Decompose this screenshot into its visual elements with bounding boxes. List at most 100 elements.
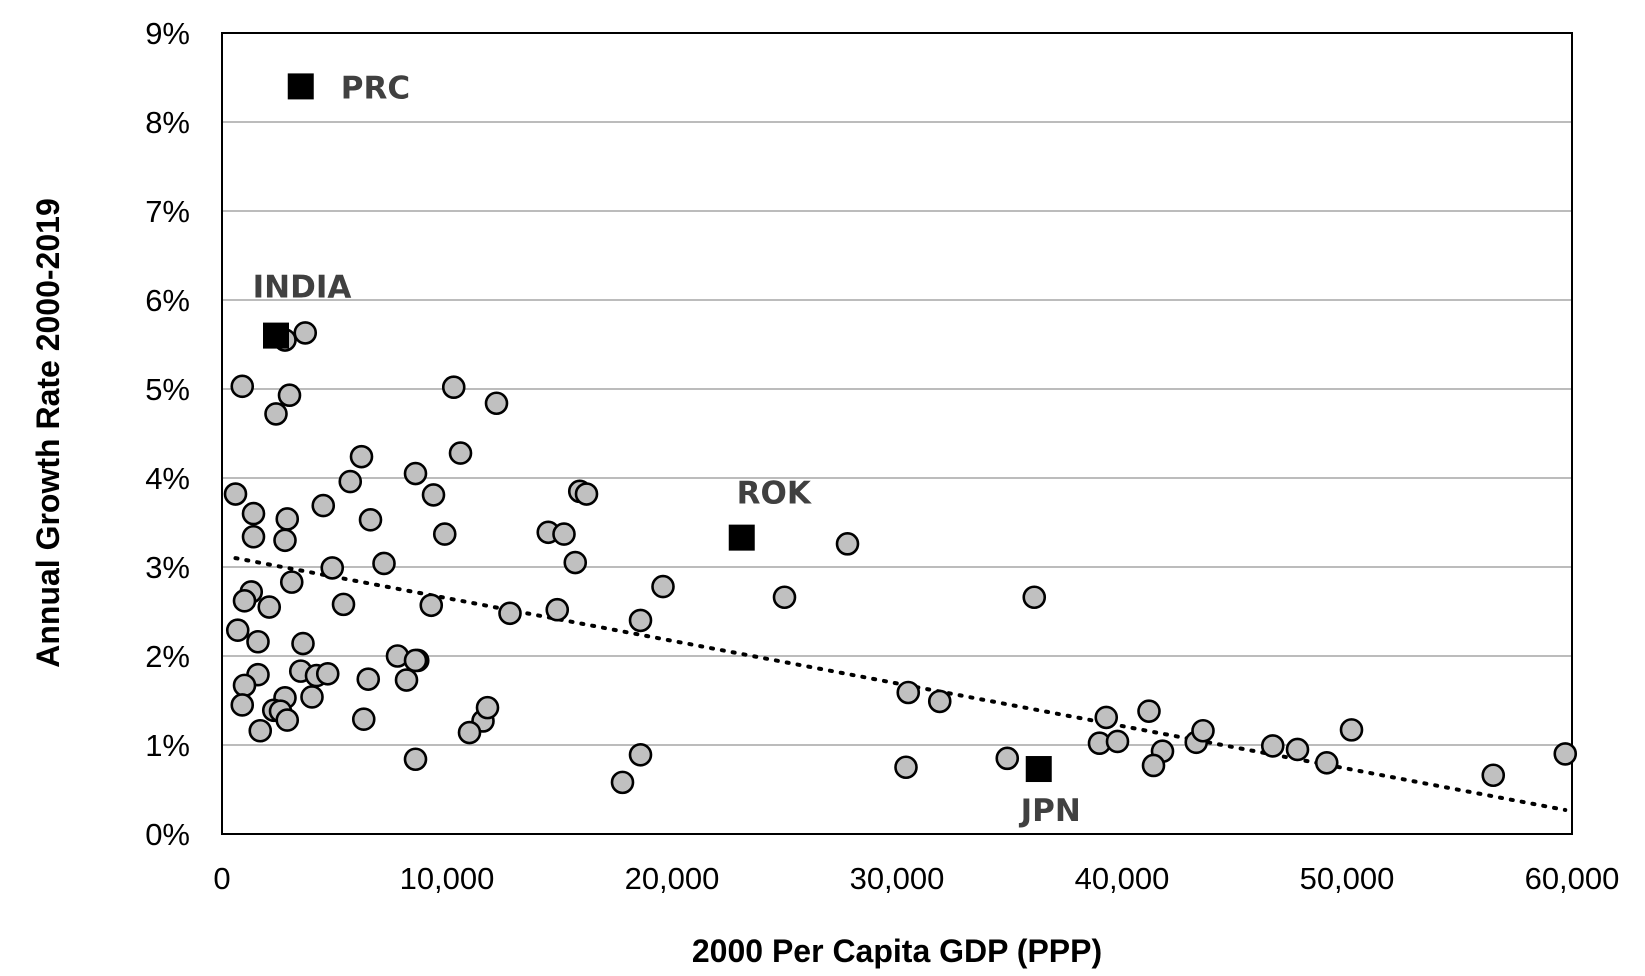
callout-label-jpn: JPN [1019, 793, 1081, 829]
data-point [1191, 718, 1215, 743]
data-point [574, 482, 599, 506]
x-tick-label: 20,000 [625, 861, 720, 896]
data-point [1022, 585, 1047, 610]
data-point [1553, 742, 1578, 766]
x-tick-label: 60,000 [1525, 861, 1620, 896]
x-axis-ticks: 0 10,000 20,000 30,000 40,000 50,000 60,000 [213, 861, 1619, 896]
data-point [232, 673, 257, 698]
data-point [448, 441, 473, 465]
x-axis-title: 2000 Per Capita GDP (PPP) [692, 933, 1102, 969]
y-axis-ticks: 0% 1% 2% 3% 4% 5% 6% 7% 8% 9% [145, 16, 190, 852]
data-point [241, 524, 266, 549]
y-tick-label: 7% [145, 194, 190, 229]
data-point [1260, 734, 1285, 758]
data-point [223, 482, 248, 506]
data-point [275, 507, 300, 531]
data-point [552, 522, 576, 546]
data-point [1285, 737, 1310, 762]
x-tick-label: 10,000 [400, 861, 495, 896]
y-tick-label: 0% [145, 817, 190, 852]
x-tick-label: 50,000 [1300, 861, 1395, 896]
callout-label-prc: PRC [341, 70, 410, 106]
data-point [651, 574, 675, 599]
highlight-marker-prc [287, 73, 314, 100]
data-point [403, 461, 428, 486]
highlight-marker-india [263, 322, 289, 349]
data-point [331, 592, 356, 617]
y-tick-label: 1% [145, 728, 190, 763]
data-point [927, 689, 952, 714]
data-point [232, 589, 257, 613]
data-point [225, 618, 250, 642]
data-point [403, 747, 428, 772]
x-tick-label: 0 [213, 861, 230, 896]
data-point [246, 629, 270, 654]
data-point [338, 469, 363, 494]
highlighted-points: PRC INDIA ROK JPN [253, 70, 1081, 829]
data-point [475, 695, 500, 720]
data-point [320, 556, 345, 580]
data-point [432, 522, 457, 546]
data-point [628, 608, 653, 633]
y-axis-title: Annual Growth Rate 2000-2019 [30, 198, 66, 667]
data-point [421, 483, 446, 507]
data-point [441, 375, 466, 400]
data-point [293, 321, 318, 345]
data-point [563, 550, 588, 575]
data-point [1141, 753, 1166, 778]
y-tick-label: 8% [145, 105, 190, 140]
data-point [356, 667, 381, 691]
data-point [273, 528, 297, 553]
x-tick-label: 40,000 [1075, 861, 1170, 896]
data-point [835, 532, 860, 556]
data-point [372, 551, 396, 576]
y-tick-label: 9% [145, 16, 190, 51]
data-point [349, 444, 374, 469]
data-point [358, 508, 383, 532]
y-tick-label: 6% [145, 283, 190, 318]
data-point [403, 648, 428, 673]
data-point [300, 685, 324, 709]
data-point [230, 693, 255, 717]
data-point [394, 668, 419, 692]
y-tick-label: 4% [145, 461, 190, 496]
callout-label-rok: ROK [737, 476, 812, 512]
data-point [275, 708, 300, 732]
data-point [545, 597, 570, 622]
data-point [995, 746, 1020, 771]
data-point [610, 770, 635, 795]
data-point [241, 501, 266, 526]
data-point [230, 374, 255, 399]
data-point [894, 755, 918, 780]
data-point [1481, 763, 1506, 788]
data-point [1094, 705, 1119, 730]
data-point [457, 720, 482, 745]
data-point [351, 707, 376, 731]
data-point [772, 585, 797, 610]
data-point [484, 391, 509, 416]
data-point [1137, 699, 1161, 723]
highlight-marker-jpn [1025, 756, 1052, 783]
data-point [264, 402, 288, 426]
data-point [896, 680, 921, 705]
data-point [311, 493, 336, 518]
data-point [419, 593, 444, 618]
data-point [291, 631, 315, 656]
data-point [279, 570, 304, 594]
x-tick-label: 30,000 [850, 861, 945, 896]
data-point [257, 595, 282, 619]
y-tick-label: 5% [145, 372, 190, 407]
data-point [1339, 718, 1364, 742]
y-tick-label: 2% [145, 639, 190, 674]
data-points [223, 321, 1578, 795]
data-point [1314, 750, 1339, 775]
data-point [1105, 729, 1130, 754]
y-tick-label: 3% [145, 550, 190, 585]
data-point [248, 718, 273, 743]
data-point [628, 742, 653, 767]
highlight-marker-rok [728, 524, 755, 551]
data-point [315, 661, 340, 686]
data-point [498, 601, 522, 626]
callout-label-india: INDIA [253, 270, 352, 306]
